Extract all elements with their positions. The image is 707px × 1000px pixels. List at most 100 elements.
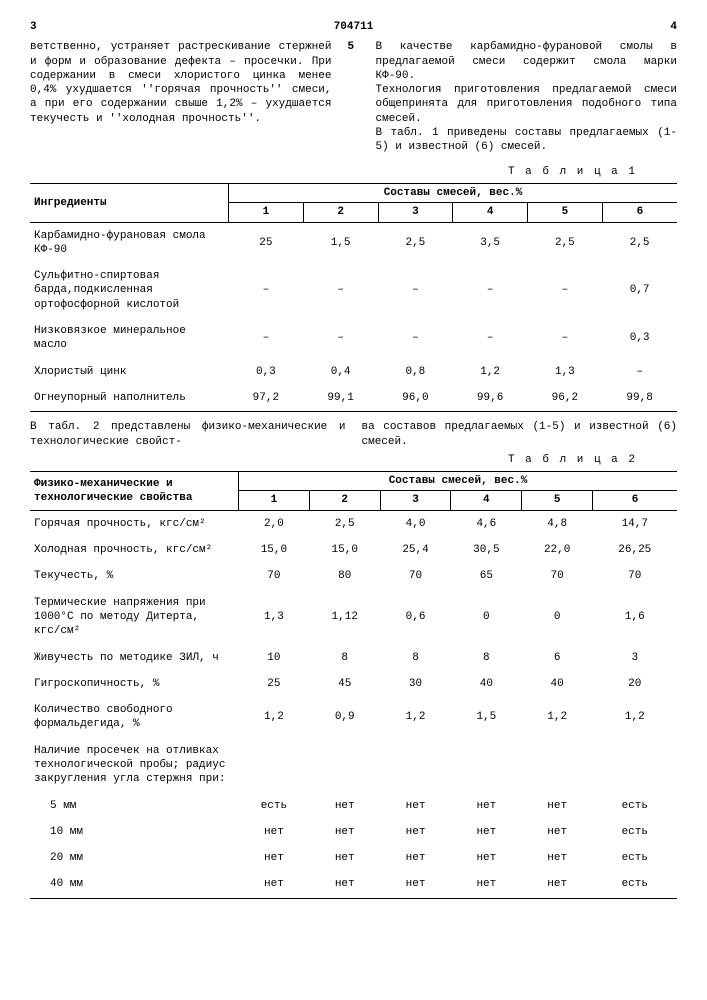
row-label: Хлористый цинк — [30, 359, 229, 385]
table-row: Гигроскопичность, %254530404020 — [30, 671, 677, 697]
row-value: 2,5 — [309, 510, 380, 537]
row-value: 0,4 — [303, 359, 378, 385]
table-row: 40 ммнетнетнетнетнетесть — [30, 871, 677, 898]
row-value: 0 — [522, 590, 593, 645]
row-value: 2,5 — [378, 222, 453, 263]
table-row: 20 ммнетнетнетнетнетесть — [30, 845, 677, 871]
row-value: 2,5 — [528, 222, 603, 263]
t2-col: 1 — [239, 491, 310, 510]
row-label: Количество свободного формальдегида, % — [30, 697, 239, 738]
intro-columns: ветственно, устраняет растрескивание сте… — [30, 40, 677, 154]
page-right: 4 — [670, 20, 677, 34]
table-row: 10 ммнетнетнетнетнетесть — [30, 819, 677, 845]
row-value: нет — [451, 819, 522, 845]
row-value: нет — [380, 819, 451, 845]
row-value: 1,2 — [453, 359, 528, 385]
row-value: 70 — [593, 563, 677, 589]
row-value: 45 — [309, 671, 380, 697]
row-value: нет — [522, 845, 593, 871]
row-value: 1,5 — [451, 697, 522, 738]
row-value — [522, 738, 593, 793]
row-value: 1,5 — [303, 222, 378, 263]
table-row: 5 мместьнетнетнетнетесть — [30, 793, 677, 819]
row-value: нет — [309, 845, 380, 871]
row-value: 96,0 — [378, 385, 453, 412]
row-value: 30 — [380, 671, 451, 697]
table2: Физико-механические и технологические св… — [30, 471, 677, 899]
row-value: 0,8 — [378, 359, 453, 385]
row-label: Текучесть, % — [30, 563, 239, 589]
row-value: 30,5 — [451, 537, 522, 563]
row-value: 0 — [451, 590, 522, 645]
row-value: нет — [309, 793, 380, 819]
row-value: 22,0 — [522, 537, 593, 563]
row-value: 15,0 — [309, 537, 380, 563]
row-value: 1,3 — [239, 590, 310, 645]
row-value: – — [378, 318, 453, 359]
row-value — [593, 738, 677, 793]
para-r3: В табл. 1 приведены составы пред­лагаемы… — [376, 127, 678, 153]
row-value: 0,3 — [229, 359, 304, 385]
table-row: Низковязкое мине­ральное масло–––––0,3 — [30, 318, 677, 359]
row-label: Огнеупорный напол­нитель — [30, 385, 229, 412]
row-value: 1,2 — [522, 697, 593, 738]
row-value: 1,12 — [309, 590, 380, 645]
row-value: – — [303, 263, 378, 318]
table-row: Холодная прочность, кгс/см²15,015,025,43… — [30, 537, 677, 563]
t1-col: 1 — [229, 203, 304, 222]
row-value: есть — [239, 793, 310, 819]
table-row: Сульфитно-спиртовая барда,подкисленная о… — [30, 263, 677, 318]
t1-head-group: Составы смесей, вес.% — [229, 183, 678, 202]
table-row: Термические напряжения при 1000°С по мет… — [30, 590, 677, 645]
between-left: В табл. 2 представлены физико-ме­ханичес… — [30, 420, 346, 449]
t2-col: 4 — [451, 491, 522, 510]
row-label: 20 мм — [30, 845, 239, 871]
table-row: Живучесть по методике ЗИЛ, ч1088863 — [30, 645, 677, 671]
table1: Ингредиенты Составы смесей, вес.% 1 2 3 … — [30, 183, 677, 412]
intro-right: В качестве карбамидно-фурановой смолы в … — [376, 40, 678, 154]
row-value: 40 — [522, 671, 593, 697]
row-label: Горячая прочность, кгс/см² — [30, 510, 239, 537]
row-value: есть — [593, 819, 677, 845]
row-value: нет — [522, 793, 593, 819]
t2-head-prop: Физико-механические и технологические св… — [30, 472, 239, 511]
row-value: нет — [451, 793, 522, 819]
t2-col: 5 — [522, 491, 593, 510]
row-value — [451, 738, 522, 793]
doc-id: 704711 — [37, 20, 671, 34]
row-value: – — [303, 318, 378, 359]
row-value: 4,8 — [522, 510, 593, 537]
row-value: 96,2 — [528, 385, 603, 412]
para-r2: Технология приготовления предла­гаемой с… — [376, 84, 678, 125]
t1-col: 3 — [378, 203, 453, 222]
row-value: 80 — [309, 563, 380, 589]
t1-col: 6 — [602, 203, 677, 222]
row-value: 70 — [522, 563, 593, 589]
row-value: – — [453, 263, 528, 318]
row-value: 25 — [229, 222, 304, 263]
row-label: Термические напряжения при 1000°С по мет… — [30, 590, 239, 645]
row-value: 3,5 — [453, 222, 528, 263]
row-value: 99,8 — [602, 385, 677, 412]
row-label: Низковязкое мине­ральное масло — [30, 318, 229, 359]
row-value: 10 — [239, 645, 310, 671]
table-row: Количество свободного формальдегида, % 1,… — [30, 697, 677, 738]
row-value: 4,0 — [380, 510, 451, 537]
table2-title: Т а б л и ц а 2 — [30, 453, 637, 467]
row-value: 8 — [309, 645, 380, 671]
row-label: Наличие просечек на от­ливках технологич… — [30, 738, 239, 793]
row-value: 0,3 — [602, 318, 677, 359]
between-right: ва составов предлагаемых (1-5) и из­вест… — [362, 420, 678, 449]
row-value: нет — [451, 871, 522, 898]
row-value: нет — [451, 845, 522, 871]
row-value: есть — [593, 871, 677, 898]
row-value: нет — [522, 819, 593, 845]
row-value: 25,4 — [380, 537, 451, 563]
page-header: 3 704711 4 — [30, 20, 677, 34]
table-row: Хлористый цинк0,30,40,81,21,3– — [30, 359, 677, 385]
row-value: 0,6 — [380, 590, 451, 645]
row-value: 40 — [451, 671, 522, 697]
row-value: 4,6 — [451, 510, 522, 537]
row-label: 40 мм — [30, 871, 239, 898]
row-value: 1,2 — [593, 697, 677, 738]
